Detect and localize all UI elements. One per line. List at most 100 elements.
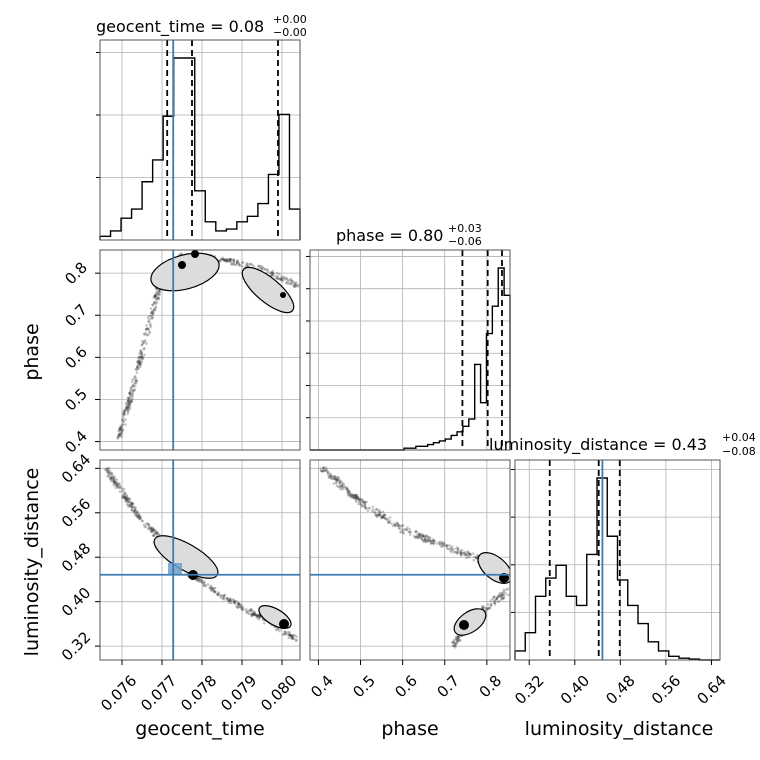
sample-point xyxy=(119,425,122,429)
sample-point xyxy=(275,277,279,280)
sample-point xyxy=(129,505,132,508)
sample-point xyxy=(271,272,275,275)
sample-point xyxy=(140,352,144,355)
sample-point xyxy=(293,637,296,641)
sample-point xyxy=(136,367,139,370)
sample-point xyxy=(236,259,239,262)
sample-point xyxy=(121,420,125,423)
sample-point xyxy=(393,523,397,527)
sample-point xyxy=(340,485,343,488)
sample-point xyxy=(130,502,133,506)
sample-point xyxy=(452,641,455,644)
sample-point xyxy=(354,496,358,499)
sample-point xyxy=(105,467,108,470)
sample-point xyxy=(199,578,202,581)
sample-point xyxy=(151,526,155,530)
sample-point xyxy=(400,530,404,533)
sample-point xyxy=(415,533,419,537)
sample-point xyxy=(358,497,361,501)
sample-point xyxy=(419,533,422,537)
sample-point xyxy=(495,597,498,601)
sample-point xyxy=(371,505,375,509)
sample-point xyxy=(450,549,454,552)
sample-point xyxy=(139,517,143,520)
sample-point xyxy=(153,294,156,298)
sample-point xyxy=(249,608,253,612)
sample-point xyxy=(229,260,233,264)
sample-point xyxy=(357,502,361,506)
sample-point xyxy=(413,535,416,538)
sample-point xyxy=(151,303,154,307)
sample-point xyxy=(338,481,341,485)
sample-point xyxy=(153,532,156,536)
sample-point xyxy=(131,502,134,505)
truth-marker xyxy=(168,563,182,575)
sample-point xyxy=(113,480,116,483)
sample-point xyxy=(335,478,339,481)
sample-point xyxy=(345,486,349,490)
sample-point xyxy=(324,466,328,469)
sample-point xyxy=(105,468,108,472)
sample-point xyxy=(144,331,148,335)
sample-point xyxy=(131,396,134,399)
sample-point xyxy=(122,416,125,419)
sample-point xyxy=(133,510,136,513)
sample-point xyxy=(197,579,200,583)
sample-point xyxy=(107,466,110,470)
sample-point xyxy=(128,396,131,400)
sample-point xyxy=(151,312,154,316)
sample-point xyxy=(213,590,216,594)
sample-point xyxy=(291,637,295,640)
sample-point xyxy=(125,495,128,498)
sample-point xyxy=(229,599,232,603)
sample-point xyxy=(132,509,136,513)
sample-point xyxy=(209,589,213,592)
sample-point xyxy=(329,473,332,477)
sample-point xyxy=(152,533,155,537)
sample-point xyxy=(211,586,214,590)
sample-point xyxy=(347,494,351,498)
sample-point xyxy=(496,596,499,599)
sample-point xyxy=(147,523,151,527)
sample-point xyxy=(402,532,406,535)
sample-point xyxy=(417,537,421,540)
sample-point xyxy=(290,637,294,640)
hist-phase-panel xyxy=(306,249,511,451)
sample-point xyxy=(346,489,350,493)
sample-point xyxy=(356,497,360,501)
sample-point xyxy=(112,483,116,487)
y-axis-label-phase: phase xyxy=(21,323,43,380)
sample-point xyxy=(131,384,135,387)
sample-point xyxy=(457,635,460,639)
sample-point xyxy=(120,487,124,490)
sample-point xyxy=(120,432,124,435)
sample-point xyxy=(112,477,116,480)
sample-point xyxy=(426,537,430,540)
sample-point xyxy=(241,265,244,268)
sample-point xyxy=(225,258,228,262)
sample-point xyxy=(117,429,121,433)
sample-point xyxy=(296,285,300,288)
sample-point xyxy=(456,550,459,553)
sample-point xyxy=(504,592,507,595)
sample-point xyxy=(491,598,494,601)
sample-point xyxy=(334,475,338,479)
sample-point xyxy=(122,411,126,415)
sample-point xyxy=(360,498,364,502)
sample-point xyxy=(500,597,503,601)
sample-point xyxy=(149,526,152,530)
sample-point xyxy=(456,638,460,642)
sample-point xyxy=(460,551,463,555)
sample-point xyxy=(333,477,336,480)
sample-point xyxy=(286,280,289,284)
sample-point xyxy=(127,396,130,400)
sample-point xyxy=(354,498,358,502)
sample-point xyxy=(232,261,235,265)
sample-point xyxy=(405,528,408,531)
sample-point xyxy=(132,385,135,388)
sample-point xyxy=(121,428,124,431)
sample-point xyxy=(217,591,221,594)
sample-point xyxy=(244,608,248,611)
x-tick-label-luminosity_distance: 0.48 xyxy=(602,672,638,708)
sample-point xyxy=(266,268,270,272)
